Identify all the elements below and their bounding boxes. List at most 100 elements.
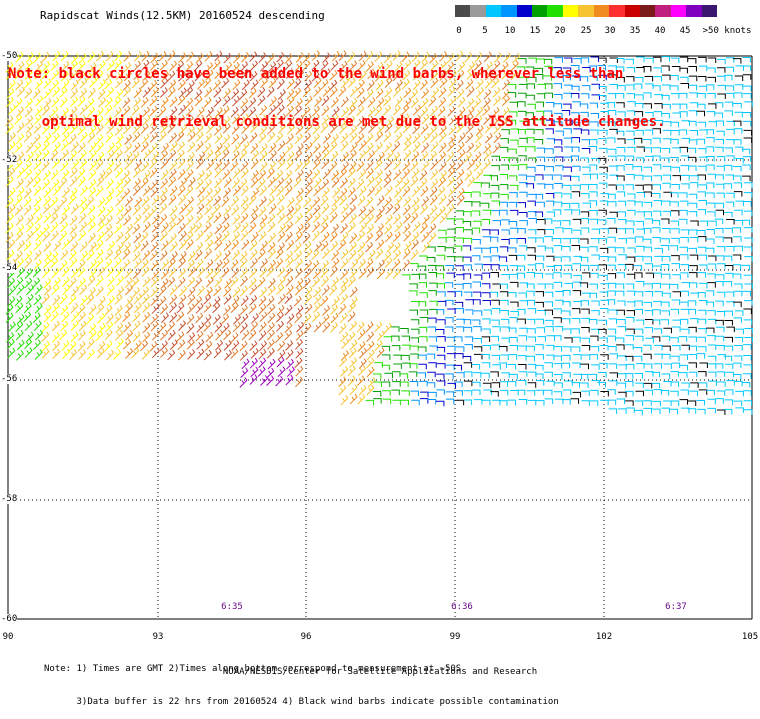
wind-barb bbox=[421, 160, 430, 172]
wind-barb bbox=[185, 97, 194, 109]
wind-barb bbox=[104, 340, 113, 352]
wind-barb bbox=[231, 113, 240, 125]
wind-barb bbox=[590, 121, 599, 127]
wind-barb bbox=[455, 346, 465, 352]
wind-barb bbox=[230, 259, 239, 270]
wind-barb bbox=[381, 354, 391, 360]
wind-barb bbox=[645, 57, 654, 64]
wind-barb bbox=[475, 78, 484, 90]
wind-barb bbox=[671, 299, 681, 305]
wind-barb bbox=[5, 222, 14, 234]
wind-barb bbox=[374, 51, 383, 62]
wind-barb bbox=[492, 142, 501, 154]
wind-barb bbox=[403, 140, 412, 152]
wind-barb bbox=[215, 329, 224, 341]
wind-barb bbox=[697, 236, 707, 242]
wind-barb bbox=[24, 268, 33, 279]
wind-barb bbox=[545, 229, 554, 235]
wind-barb bbox=[725, 57, 735, 63]
wind-barb bbox=[643, 256, 653, 262]
wind-barb bbox=[284, 185, 293, 196]
legend-label: 0 bbox=[456, 26, 462, 36]
wind-barb bbox=[662, 182, 671, 189]
wind-barb bbox=[187, 294, 196, 306]
wind-barb bbox=[454, 381, 463, 387]
wind-barb bbox=[401, 390, 410, 396]
wind-barb bbox=[350, 259, 359, 270]
wind-barb bbox=[402, 259, 411, 271]
wind-barb bbox=[213, 250, 222, 262]
wind-barb bbox=[527, 103, 536, 110]
wind-barb bbox=[114, 294, 123, 305]
wind-barb bbox=[471, 363, 481, 370]
wind-barb bbox=[716, 310, 726, 317]
wind-barb bbox=[23, 302, 32, 314]
wind-barb bbox=[376, 97, 385, 109]
wind-barb bbox=[654, 344, 663, 351]
wind-barb bbox=[525, 183, 535, 189]
wind-barb bbox=[507, 327, 517, 334]
wind-barb bbox=[742, 175, 751, 182]
wind-barb bbox=[159, 195, 167, 206]
wind-barb bbox=[589, 129, 599, 136]
wind-barb bbox=[428, 317, 437, 324]
wind-barb bbox=[545, 326, 554, 332]
wind-barb bbox=[150, 115, 159, 126]
wind-barb bbox=[204, 51, 213, 62]
wind-barb bbox=[7, 239, 16, 251]
wind-barb bbox=[149, 123, 158, 135]
wind-barb bbox=[644, 327, 654, 333]
wind-barb bbox=[617, 218, 627, 225]
wind-barb bbox=[195, 230, 204, 242]
wind-barb bbox=[419, 204, 428, 215]
wind-barb bbox=[77, 330, 86, 341]
wind-barb bbox=[446, 151, 455, 163]
wind-barb bbox=[267, 160, 276, 172]
wind-barb bbox=[392, 105, 401, 116]
wind-barb bbox=[507, 83, 517, 90]
wind-barb bbox=[134, 159, 143, 171]
wind-barbs bbox=[5, 50, 753, 416]
wind-barb bbox=[634, 272, 643, 278]
wind-barb bbox=[661, 238, 670, 244]
wind-barb bbox=[267, 329, 276, 341]
wind-barb bbox=[725, 291, 735, 297]
wind-barb bbox=[302, 222, 311, 233]
wind-barb bbox=[69, 150, 78, 161]
wind-barb bbox=[431, 87, 440, 98]
wind-barb bbox=[672, 112, 681, 119]
wind-barb bbox=[600, 110, 609, 117]
wind-barb bbox=[142, 204, 151, 215]
wind-barb bbox=[284, 59, 293, 71]
wind-barb bbox=[87, 214, 96, 226]
legend-swatch bbox=[562, 5, 579, 17]
wind-barb bbox=[88, 329, 97, 341]
wind-barb bbox=[615, 337, 625, 343]
wind-barb bbox=[33, 150, 42, 162]
wind-barb bbox=[123, 51, 132, 62]
wind-barb bbox=[311, 249, 320, 261]
wind-barb bbox=[77, 124, 86, 136]
wind-barb bbox=[627, 209, 636, 216]
wind-barb bbox=[501, 129, 510, 135]
wind-barb bbox=[142, 87, 151, 98]
wind-barb bbox=[122, 169, 131, 181]
wind-barb bbox=[176, 302, 185, 314]
wind-barb bbox=[257, 276, 266, 288]
wind-barb bbox=[149, 95, 158, 107]
wind-barb bbox=[642, 344, 652, 351]
wind-barb bbox=[519, 282, 528, 288]
wind-barb bbox=[526, 390, 536, 396]
wind-barb bbox=[392, 141, 401, 152]
wind-barb bbox=[482, 247, 491, 254]
wind-barb bbox=[374, 159, 383, 170]
wind-barb bbox=[240, 160, 249, 172]
wind-barb bbox=[591, 254, 600, 261]
wind-barb bbox=[150, 231, 159, 243]
wind-barb bbox=[671, 184, 680, 190]
wind-barb bbox=[187, 349, 196, 360]
wind-barb bbox=[455, 308, 464, 314]
wind-barb bbox=[275, 98, 284, 109]
wind-barb bbox=[357, 329, 366, 340]
wind-barb bbox=[742, 57, 751, 63]
